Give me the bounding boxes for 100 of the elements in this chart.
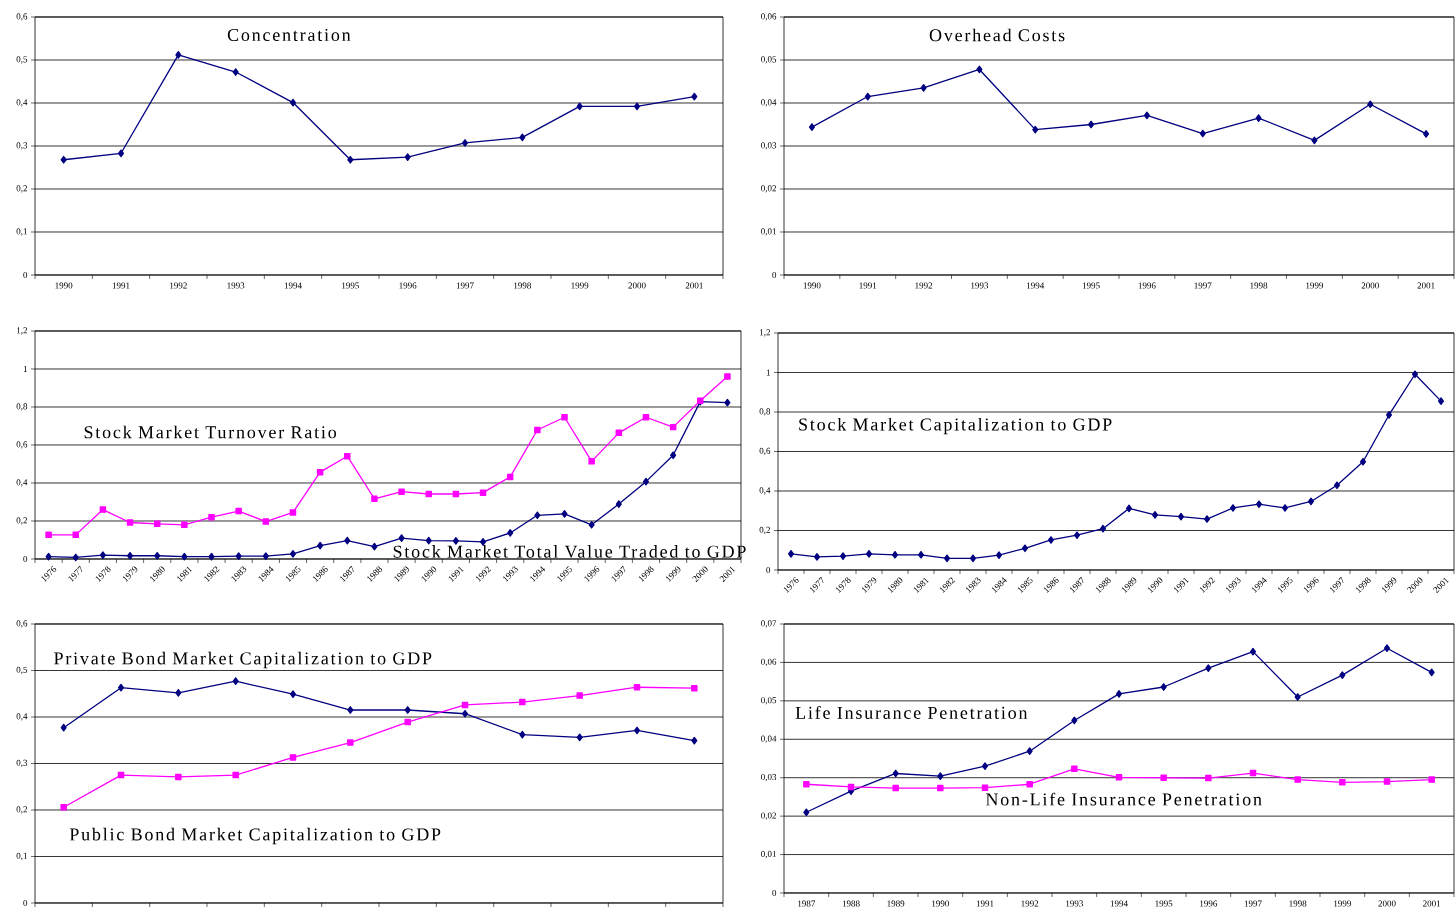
x-tick-label: 1991 — [448, 566, 464, 582]
x-tick-label: 1997 — [1244, 900, 1262, 907]
point — [127, 551, 134, 560]
chart-title: Overhead Costs — [929, 28, 1065, 42]
x-tick-label: 1987 — [798, 900, 816, 907]
point — [72, 553, 79, 562]
y-tick-label: 0,4 — [16, 99, 28, 107]
point — [154, 551, 161, 560]
point — [1151, 511, 1159, 519]
y-tick-label: 0,6 — [16, 441, 28, 449]
chart-title: Concentration — [227, 28, 351, 42]
point — [642, 477, 650, 486]
y-tick-label: 0 — [23, 555, 28, 563]
y-tick-label: 0 — [772, 889, 777, 897]
point — [561, 510, 568, 518]
point — [981, 784, 989, 791]
x-tick-label: 1998 — [514, 282, 531, 289]
point — [99, 506, 107, 513]
point — [1255, 500, 1263, 509]
y-tick-label: 0,4 — [16, 479, 28, 487]
point — [969, 554, 977, 563]
x-tick-label: 1996 — [1200, 900, 1218, 907]
point — [404, 718, 411, 726]
point — [289, 550, 297, 558]
point — [479, 489, 487, 496]
x-tick-label: 1992 — [1021, 900, 1039, 907]
x-tick-label: 1992 — [915, 282, 933, 289]
point — [615, 500, 622, 508]
point — [1203, 515, 1211, 523]
x-tick-label: 2000 — [1378, 900, 1396, 907]
x-tick-label: 2001 — [685, 282, 703, 289]
y-tick-label: 0,03 — [761, 774, 777, 782]
point — [1205, 664, 1212, 673]
y-tick-label: 0,01 — [761, 850, 776, 859]
y-tick-label: 0,04 — [761, 735, 777, 743]
point — [519, 730, 526, 739]
point — [1047, 536, 1055, 544]
point — [1099, 524, 1107, 533]
point — [175, 773, 182, 781]
point — [60, 803, 67, 811]
point — [534, 426, 541, 434]
x-tick-label: 1993 — [227, 282, 245, 289]
y-tick-label: 0,8 — [16, 403, 28, 411]
x-tick-label: 1994 — [284, 282, 302, 289]
x-tick-label: 1996 — [399, 282, 417, 289]
point — [235, 552, 242, 560]
point — [1383, 778, 1391, 785]
point — [1026, 747, 1033, 756]
point — [1071, 716, 1078, 725]
x-tick-label: 1991 — [859, 282, 877, 289]
x-tick-label: 1990 — [803, 282, 821, 289]
point — [235, 507, 242, 515]
x-tick-label: 1997 — [456, 282, 474, 289]
y-tick-label: 0,6 — [759, 447, 771, 456]
x-tick-label: 1993 — [1066, 900, 1083, 907]
x-tick-label: 2001 — [1417, 282, 1435, 289]
point — [1073, 531, 1081, 540]
x-tick-label: 1995 — [1155, 900, 1173, 907]
point — [670, 451, 677, 460]
point — [691, 92, 698, 101]
point — [1311, 136, 1318, 145]
point — [892, 769, 899, 778]
point — [1115, 774, 1123, 781]
y-tick-label: 0 — [766, 566, 771, 574]
point — [99, 551, 106, 560]
x-tick-label: 1998 — [1250, 282, 1268, 289]
point — [1367, 100, 1374, 109]
point — [1383, 644, 1391, 653]
point — [117, 149, 125, 158]
point — [232, 677, 239, 686]
point — [864, 92, 871, 101]
point — [576, 733, 583, 742]
point — [917, 550, 925, 559]
series-label: Public Bond Market Capitalization to GDP — [69, 827, 441, 845]
point — [208, 552, 215, 561]
point — [347, 706, 354, 714]
point — [1281, 504, 1289, 512]
point — [344, 536, 351, 545]
point — [1294, 693, 1301, 701]
series-label: Non-Life Insurance Penetration — [985, 792, 1262, 806]
point — [347, 155, 354, 164]
point — [891, 550, 899, 559]
point — [892, 784, 899, 792]
point — [1307, 497, 1315, 506]
y-tick-label: 0,6 — [16, 13, 28, 21]
point — [126, 519, 134, 526]
point — [181, 521, 188, 529]
point — [691, 684, 698, 692]
y-tick-label: 0 — [23, 899, 28, 907]
point — [1071, 765, 1078, 773]
point — [1177, 512, 1185, 521]
x-tick-label: 1990 — [55, 282, 73, 289]
point — [289, 98, 297, 107]
x-tick-label: 2001 — [1433, 577, 1450, 594]
point — [425, 490, 432, 498]
point — [232, 771, 239, 779]
point — [1339, 779, 1346, 786]
series-label: Private Bond Market Capitalization to GDP — [54, 651, 432, 669]
point — [1294, 776, 1301, 783]
point — [398, 534, 405, 542]
